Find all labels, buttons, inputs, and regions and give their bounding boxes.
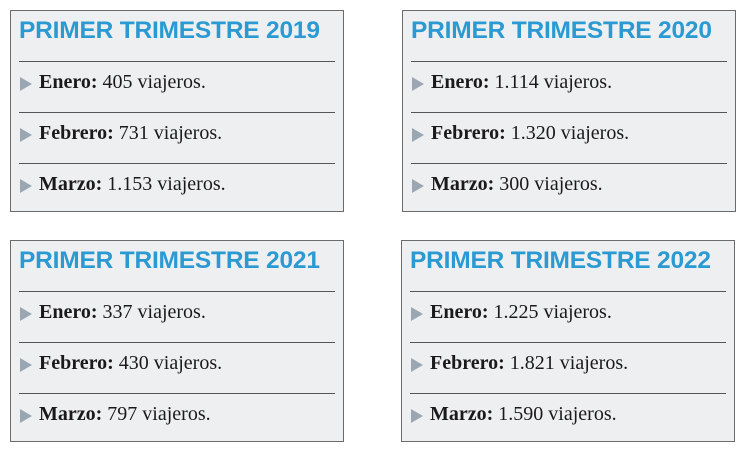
triangle-right-icon (412, 128, 424, 142)
month-row: Enero: 1.114 viajeros. (411, 61, 727, 112)
month-row: Febrero: 1.320 viajeros. (411, 112, 727, 163)
triangle-right-icon (20, 358, 32, 372)
month-label: Enero: (431, 71, 490, 93)
box-title: PRIMER TRIMESTRE 2022 (410, 247, 711, 274)
month-row: Enero: 337 viajeros. (19, 291, 335, 342)
month-label: Marzo: (431, 173, 495, 195)
triangle-right-icon (411, 307, 423, 321)
month-label: Febrero: (39, 122, 114, 144)
traveler-count: 1.590 viajeros. (498, 403, 617, 425)
month-row: Febrero: 430 viajeros. (19, 342, 335, 393)
month-label: Enero: (430, 301, 489, 323)
month-label: Febrero: (431, 122, 506, 144)
traveler-count: 1.225 viajeros. (493, 301, 612, 323)
triangle-right-icon (20, 179, 32, 193)
quarter-box: PRIMER TRIMESTRE 2021 Enero: 337 viajero… (10, 240, 344, 442)
month-label: Enero: (39, 301, 98, 323)
triangle-right-icon (412, 179, 424, 193)
month-row: Enero: 405 viajeros. (19, 61, 335, 112)
triangle-right-icon (411, 358, 423, 372)
month-label: Enero: (39, 71, 98, 93)
month-row: Febrero: 1.821 viajeros. (410, 342, 726, 393)
traveler-count: 405 viajeros. (102, 71, 206, 93)
traveler-count: 1.153 viajeros. (107, 173, 226, 195)
quarter-box: PRIMER TRIMESTRE 2020 Enero: 1.114 viaje… (402, 10, 736, 212)
triangle-right-icon (20, 409, 32, 423)
month-row: Marzo: 1.153 viajeros. (19, 163, 335, 214)
month-row: Marzo: 1.590 viajeros. (410, 393, 726, 444)
triangle-right-icon (412, 77, 424, 91)
traveler-count: 300 viajeros. (499, 173, 603, 195)
traveler-count: 337 viajeros. (102, 301, 206, 323)
month-label: Marzo: (39, 403, 103, 425)
month-row: Febrero: 731 viajeros. (19, 112, 335, 163)
month-label: Febrero: (39, 352, 114, 374)
triangle-right-icon (411, 409, 423, 423)
triangle-right-icon (20, 128, 32, 142)
triangle-right-icon (20, 307, 32, 321)
traveler-count: 1.821 viajeros. (509, 352, 629, 374)
triangle-right-icon (20, 77, 32, 91)
traveler-count: 797 viajeros. (107, 403, 211, 425)
month-row: Marzo: 797 viajeros. (19, 393, 335, 444)
box-title: PRIMER TRIMESTRE 2021 (19, 247, 320, 274)
traveler-count: 1.320 viajeros. (510, 122, 630, 144)
traveler-count: 1.114 viajeros. (494, 71, 613, 93)
box-title: PRIMER TRIMESTRE 2019 (19, 17, 320, 44)
box-title: PRIMER TRIMESTRE 2020 (411, 17, 712, 44)
traveler-count: 430 viajeros. (118, 352, 223, 374)
quarter-box: PRIMER TRIMESTRE 2019 Enero: 405 viajero… (10, 10, 344, 212)
month-label: Marzo: (430, 403, 494, 425)
traveler-count: 731 viajeros. (118, 122, 223, 144)
month-row: Marzo: 300 viajeros. (411, 163, 727, 214)
month-label: Febrero: (430, 352, 505, 374)
month-label: Marzo: (39, 173, 103, 195)
month-row: Enero: 1.225 viajeros. (410, 291, 726, 342)
quarter-box: PRIMER TRIMESTRE 2022 Enero: 1.225 viaje… (401, 240, 735, 442)
